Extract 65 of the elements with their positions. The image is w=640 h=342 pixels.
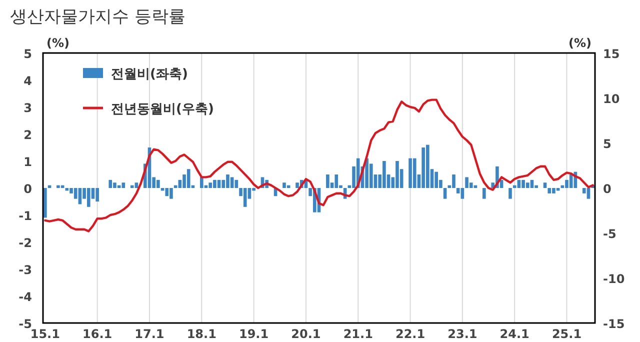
bar xyxy=(482,188,486,199)
x-tick-label: 19.1 xyxy=(239,327,269,341)
y-tick-label: -2 xyxy=(18,236,32,250)
x-tick-label: 18.1 xyxy=(186,327,216,341)
y2-axis-title: (%) xyxy=(568,36,592,50)
y-tick-label: 0 xyxy=(24,182,32,196)
y-tick-label: 4 xyxy=(24,74,32,88)
bar xyxy=(108,180,112,188)
x-tick-label: 24.1 xyxy=(500,327,530,341)
y2-tick-label: -15 xyxy=(603,317,625,331)
bar xyxy=(86,188,90,207)
bar xyxy=(217,180,221,188)
bar xyxy=(134,182,138,188)
y2-tick-label: 0 xyxy=(603,182,612,196)
bar xyxy=(412,158,416,188)
y-tick-label: 2 xyxy=(24,128,32,142)
x-tick-label: 23.1 xyxy=(448,327,478,341)
legend-label: 전월비(좌축) xyxy=(111,67,188,82)
y-tick-label: -4 xyxy=(18,290,32,304)
bar xyxy=(165,188,169,196)
y2-tick-label: 10 xyxy=(603,92,620,106)
bar xyxy=(543,182,547,188)
bar xyxy=(230,177,234,188)
x-tick-label: 25.1 xyxy=(552,327,582,341)
x-tick-label: 20.1 xyxy=(291,327,321,341)
bar xyxy=(334,174,338,188)
chart-title: 생산자물가지수 등락률 xyxy=(10,7,186,27)
y-axis-title: (%) xyxy=(46,36,70,50)
x-tick-label: 15.1 xyxy=(30,327,60,341)
bar xyxy=(44,188,47,218)
legend-label: 전년동월비(우축) xyxy=(111,102,214,117)
bar xyxy=(517,180,521,188)
y2-tick-label: -10 xyxy=(603,272,625,286)
bar xyxy=(530,180,534,188)
bar xyxy=(434,172,438,188)
bar xyxy=(130,185,134,188)
bar xyxy=(78,188,82,204)
bar xyxy=(460,188,464,199)
x-tick-label: 22.1 xyxy=(395,327,426,341)
bar xyxy=(526,182,530,188)
bar xyxy=(234,180,238,188)
bar xyxy=(508,188,512,199)
bar xyxy=(282,182,286,188)
bar xyxy=(243,188,247,207)
x-tick-label: 21.1 xyxy=(343,327,373,341)
bar xyxy=(548,188,552,194)
y-tick-label: -1 xyxy=(18,209,32,223)
y2-tick-label: 15 xyxy=(603,47,620,61)
bar xyxy=(186,169,190,188)
y-tick-label: 1 xyxy=(24,155,32,169)
line-series xyxy=(44,98,594,232)
y-tick-label: 5 xyxy=(24,47,32,61)
bar xyxy=(586,188,590,199)
y-tick-label: 3 xyxy=(24,101,32,115)
y2-tick-label: -5 xyxy=(603,227,616,241)
y-tick-label: -5 xyxy=(18,317,32,331)
x-tick-label: 16.1 xyxy=(82,327,112,341)
x-tick-label: 17.1 xyxy=(134,327,164,341)
y2-tick-label: 5 xyxy=(603,137,612,151)
bar xyxy=(122,182,126,188)
bar xyxy=(56,185,60,188)
y-tick-label: -3 xyxy=(18,263,32,277)
bar xyxy=(326,174,330,188)
bar xyxy=(96,188,99,202)
bar xyxy=(443,188,447,199)
